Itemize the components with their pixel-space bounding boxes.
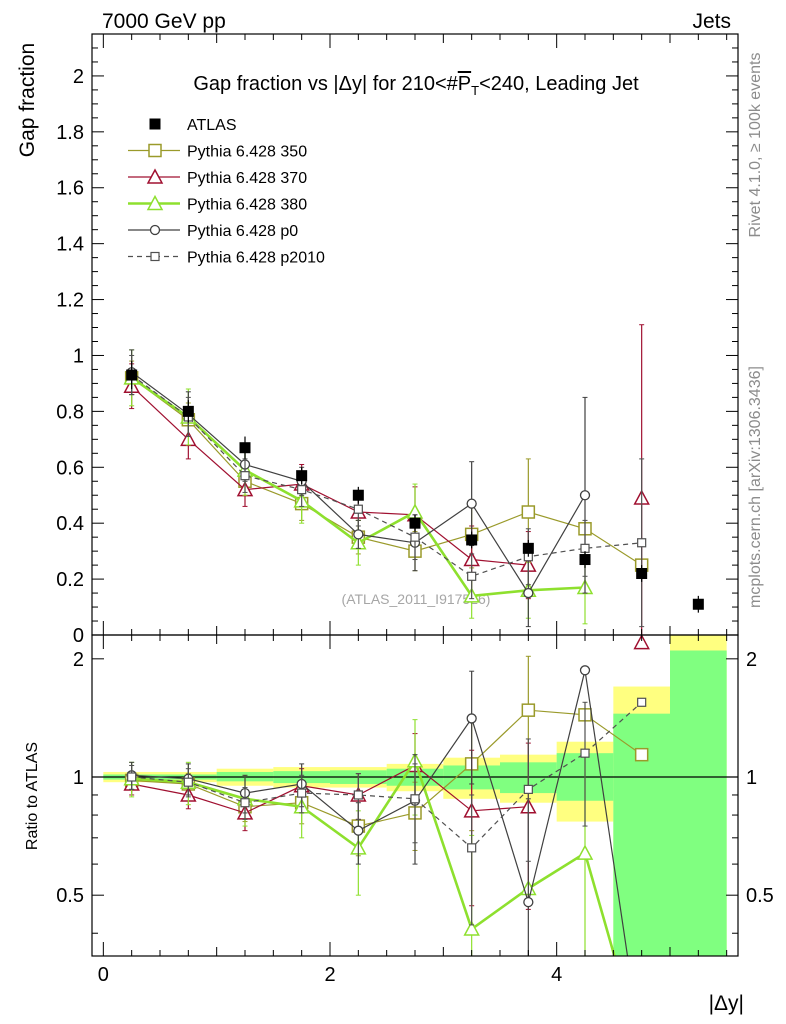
- atlas-data-point: [692, 598, 704, 610]
- ratio-p350-point: [634, 747, 649, 762]
- legend-p0-label: Pythia 6.428 p0: [187, 223, 298, 240]
- y-tick-label: 1.2: [56, 290, 84, 312]
- rivet-version-label: Rivet 4.1.0, ≥ 100k events: [747, 53, 764, 238]
- legend-p370-marker: [146, 168, 164, 184]
- top-panel-data: [123, 324, 704, 635]
- atlas-data-point: [182, 405, 194, 417]
- top-p0-point: [466, 498, 477, 509]
- y-tick-label: 0.2: [56, 569, 84, 591]
- ratio-p0-point: [579, 665, 591, 676]
- ratio-p0-point: [466, 713, 477, 724]
- ratio-p350-line: [131, 709, 643, 827]
- ratio-y-tick-label-right: 0.5: [746, 885, 774, 907]
- atlas-data-point: [239, 442, 251, 454]
- legend-p380-marker: [146, 194, 164, 211]
- ratio-y-tick-label-right: 1: [746, 767, 757, 789]
- band-green-bin: [670, 650, 727, 956]
- x-tick-label: 2: [324, 964, 335, 986]
- ratio-p2010-point: [467, 843, 477, 853]
- ratio-p0-line: [131, 670, 629, 956]
- top-p2010-point: [637, 538, 647, 548]
- x-tick-label: 0: [98, 964, 109, 986]
- top-p350-point: [521, 505, 536, 519]
- atlas-data-point: [296, 470, 308, 482]
- legend-p370-label: Pythia 6.428 370: [187, 170, 307, 187]
- analysis-watermark: (ATLAS_2011_I917526): [342, 591, 491, 607]
- y-tick-label: 1.8: [56, 122, 84, 144]
- header-process: Jets: [692, 10, 731, 33]
- legend-p2010-marker: [150, 251, 160, 262]
- ratio-p2010-point: [127, 772, 137, 782]
- top-p0-point: [579, 490, 591, 501]
- ratio-p0-point: [353, 825, 364, 836]
- ratio-p380-line: [131, 757, 616, 956]
- atlas-data-point: [126, 369, 138, 381]
- y-axis-label-top: Gap fraction: [16, 43, 39, 157]
- x-tick-label: 4: [551, 964, 562, 986]
- ratio-p2010-point: [297, 788, 307, 798]
- top-p2010-point: [240, 471, 250, 481]
- legend-p2010-label: Pythia 6.428 p2010: [187, 250, 325, 267]
- y-tick-label: 1.4: [56, 234, 84, 256]
- top-p0-point: [353, 529, 364, 540]
- atlas-data-point: [579, 554, 591, 566]
- ratio-y-tick-label: 2: [73, 649, 84, 671]
- ratio-p2010-point: [240, 798, 250, 808]
- top-p2010-point: [353, 504, 363, 514]
- y-tick-label: 0: [73, 625, 84, 647]
- legend-p350-marker: [148, 143, 162, 158]
- atlas-data-point: [466, 534, 478, 546]
- legend-p380-label: Pythia 6.428 380: [187, 197, 307, 214]
- legend: ATLAS Pythia 6.428 350 Pythia 6.428 370 Pyt…: [128, 117, 325, 267]
- ratio-p380-point: [463, 920, 480, 936]
- atlas-data-point: [409, 517, 421, 529]
- y-tick-label: 0.6: [56, 457, 84, 479]
- ratio-panel-data: [123, 635, 650, 956]
- ratio-p2010-point: [353, 790, 363, 800]
- ratio-p2010-point: [637, 697, 647, 707]
- top-p2010-point: [467, 571, 477, 581]
- legend-atlas-marker: [149, 118, 161, 130]
- axes: 00.20.40.60.811.21.41.61.820.5 0.51 12 20 2 4: [56, 33, 774, 986]
- ratio-p370-point: [633, 635, 650, 650]
- y-axis-label-ratio: Ratio to ATLAS: [24, 742, 41, 850]
- ratio-y-tick-label: 0.5: [56, 885, 84, 907]
- atlas-data-point: [522, 542, 534, 554]
- atlas-data-point: [636, 568, 648, 580]
- ratio-p2010-point: [580, 748, 590, 758]
- top-p2010-point: [410, 532, 420, 542]
- ratio-p2010-point: [410, 794, 420, 804]
- x-axis-label: |Δy|: [709, 992, 744, 1015]
- top-p2010-line: [131, 374, 642, 577]
- legend-p0-marker: [149, 224, 161, 236]
- ratio-y-tick-label: 1: [73, 767, 84, 789]
- ratio-p2010-point: [183, 777, 193, 787]
- y-tick-label: 0.8: [56, 401, 84, 423]
- legend-atlas-label: ATLAS: [187, 117, 237, 134]
- y-tick-label: 1.6: [56, 178, 84, 200]
- ratio-p350-point: [521, 703, 536, 717]
- ratio-p0-point: [523, 896, 534, 908]
- y-tick-label: 2: [73, 66, 84, 88]
- ratio-p380-point: [576, 844, 594, 860]
- legend-p350-label: Pythia 6.428 350: [187, 144, 307, 161]
- mcplots-reference-label: mcplots.cern.ch [arXiv:1306.3436]: [747, 366, 764, 608]
- top-p0-point: [523, 587, 534, 599]
- header-energy: 7000 GeV pp: [102, 10, 226, 33]
- y-tick-label: 1: [73, 345, 84, 367]
- plot-title: Gap fraction vs |Δy| for 210<#PT<240, Le…: [193, 73, 639, 98]
- ratio-y-tick-label-right: 2: [746, 649, 757, 671]
- top-p350-line: [131, 377, 643, 566]
- ratio-p2010-point: [523, 784, 533, 794]
- ratio-p2010-line: [131, 701, 643, 849]
- y-tick-label: 0.4: [56, 513, 84, 535]
- top-p2010-point: [297, 485, 307, 495]
- atlas-data-point: [352, 489, 364, 501]
